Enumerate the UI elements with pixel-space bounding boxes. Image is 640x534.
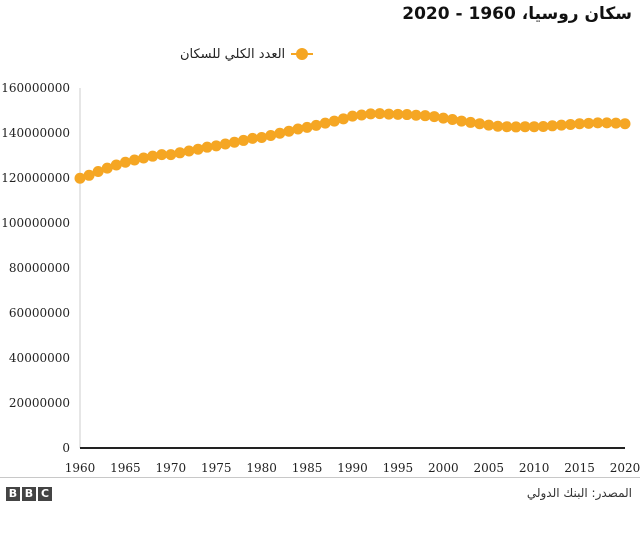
x-tick-label: 2005 bbox=[473, 461, 504, 475]
data-point bbox=[192, 143, 204, 155]
data-point bbox=[174, 147, 186, 159]
data-point bbox=[147, 150, 159, 162]
y-tick-label: 0 bbox=[62, 441, 70, 455]
data-point bbox=[328, 115, 340, 127]
data-point bbox=[574, 118, 586, 130]
x-tick-label: 2000 bbox=[428, 461, 459, 475]
data-point bbox=[101, 162, 113, 174]
data-point bbox=[110, 159, 122, 171]
data-point bbox=[456, 115, 467, 127]
x-tick-label: 2015 bbox=[564, 461, 595, 475]
data-point bbox=[410, 109, 422, 121]
chart-title: سكان روسيا، 1960 - 2020 bbox=[402, 4, 632, 24]
data-point bbox=[283, 125, 295, 137]
data-point bbox=[483, 119, 495, 131]
data-point bbox=[501, 121, 513, 133]
y-tick-label: 160000000 bbox=[1, 81, 70, 95]
data-point bbox=[201, 141, 213, 153]
data-point bbox=[601, 117, 613, 129]
data-point bbox=[546, 120, 558, 132]
data-point bbox=[555, 119, 567, 131]
data-point bbox=[319, 117, 331, 129]
data-point bbox=[519, 121, 531, 133]
data-point bbox=[247, 132, 259, 144]
data-point bbox=[301, 121, 313, 133]
data-point bbox=[292, 123, 304, 135]
logo-letter: B bbox=[6, 487, 20, 501]
data-point bbox=[228, 136, 240, 148]
data-point bbox=[537, 120, 549, 132]
y-tick-label: 20000000 bbox=[9, 396, 70, 410]
legend-swatch bbox=[291, 47, 314, 61]
data-point bbox=[347, 110, 358, 122]
data-point bbox=[92, 165, 104, 177]
source-note: المصدر: البنك الدولي bbox=[526, 486, 632, 500]
data-point bbox=[446, 114, 458, 125]
bbc-logo: B B C bbox=[6, 487, 52, 501]
y-tick-label: 120000000 bbox=[1, 171, 70, 185]
data-point bbox=[428, 111, 440, 123]
y-tick-label: 100000000 bbox=[1, 216, 70, 230]
data-point bbox=[265, 129, 277, 141]
footer-divider bbox=[0, 477, 640, 478]
x-axis-labels: 1960 1965 1970 1975 1980 1985 1990 1995 2000 2005… bbox=[65, 461, 640, 475]
data-point bbox=[437, 112, 449, 124]
data-point bbox=[310, 119, 322, 131]
data-point bbox=[619, 118, 631, 130]
data-point bbox=[583, 117, 595, 129]
y-tick-label: 140000000 bbox=[1, 126, 70, 140]
x-tick-label: 2020 bbox=[610, 461, 640, 475]
data-point bbox=[365, 108, 377, 120]
x-tick-label: 1975 bbox=[201, 461, 232, 475]
data-point bbox=[165, 149, 177, 161]
y-axis-labels: 0 20000000 40000000 60000000 80000000 1000000… bbox=[1, 81, 70, 455]
x-tick-label: 1995 bbox=[383, 461, 414, 475]
data-point bbox=[465, 116, 477, 128]
x-tick-label: 1965 bbox=[110, 461, 141, 475]
data-point bbox=[592, 117, 604, 129]
x-tick-label: 1970 bbox=[156, 461, 187, 475]
data-point bbox=[474, 118, 486, 130]
data-point bbox=[74, 172, 86, 184]
data-point bbox=[374, 108, 386, 120]
data-point bbox=[383, 108, 395, 120]
x-tick-label: 1960 bbox=[65, 461, 96, 475]
line-chart: 0 20000000 40000000 60000000 80000000 1000000… bbox=[1, 81, 640, 475]
data-point bbox=[610, 117, 622, 129]
data-point bbox=[528, 121, 540, 133]
data-point bbox=[119, 156, 131, 168]
data-point bbox=[138, 152, 150, 164]
data-point bbox=[419, 110, 431, 122]
y-tick-label: 80000000 bbox=[9, 261, 70, 275]
data-point bbox=[183, 145, 195, 157]
data-point bbox=[492, 120, 504, 132]
data-point bbox=[401, 109, 413, 121]
x-tick-label: 1985 bbox=[292, 461, 323, 475]
data-point bbox=[510, 121, 522, 133]
logo-letter: B bbox=[22, 487, 36, 501]
data-point bbox=[83, 169, 95, 181]
y-tick-label: 60000000 bbox=[9, 306, 70, 320]
data-point bbox=[356, 109, 368, 121]
x-tick-label: 1980 bbox=[246, 461, 277, 475]
x-tick-label: 1990 bbox=[337, 461, 368, 475]
data-point bbox=[156, 149, 168, 161]
x-tick-label: 2010 bbox=[519, 461, 550, 475]
data-point bbox=[337, 113, 349, 125]
logo-letter: C bbox=[38, 487, 52, 501]
data-point bbox=[129, 154, 140, 166]
y-tick-label: 40000000 bbox=[9, 351, 70, 365]
data-point bbox=[256, 132, 268, 143]
data-point bbox=[210, 140, 222, 152]
data-point bbox=[274, 127, 286, 139]
legend-label: العدد الكلي للسكان bbox=[180, 46, 286, 62]
data-point bbox=[392, 108, 404, 120]
data-point bbox=[238, 134, 249, 146]
data-point bbox=[219, 138, 231, 150]
chart-legend: العدد الكلي للسكان bbox=[180, 44, 314, 64]
data-point bbox=[565, 118, 576, 130]
